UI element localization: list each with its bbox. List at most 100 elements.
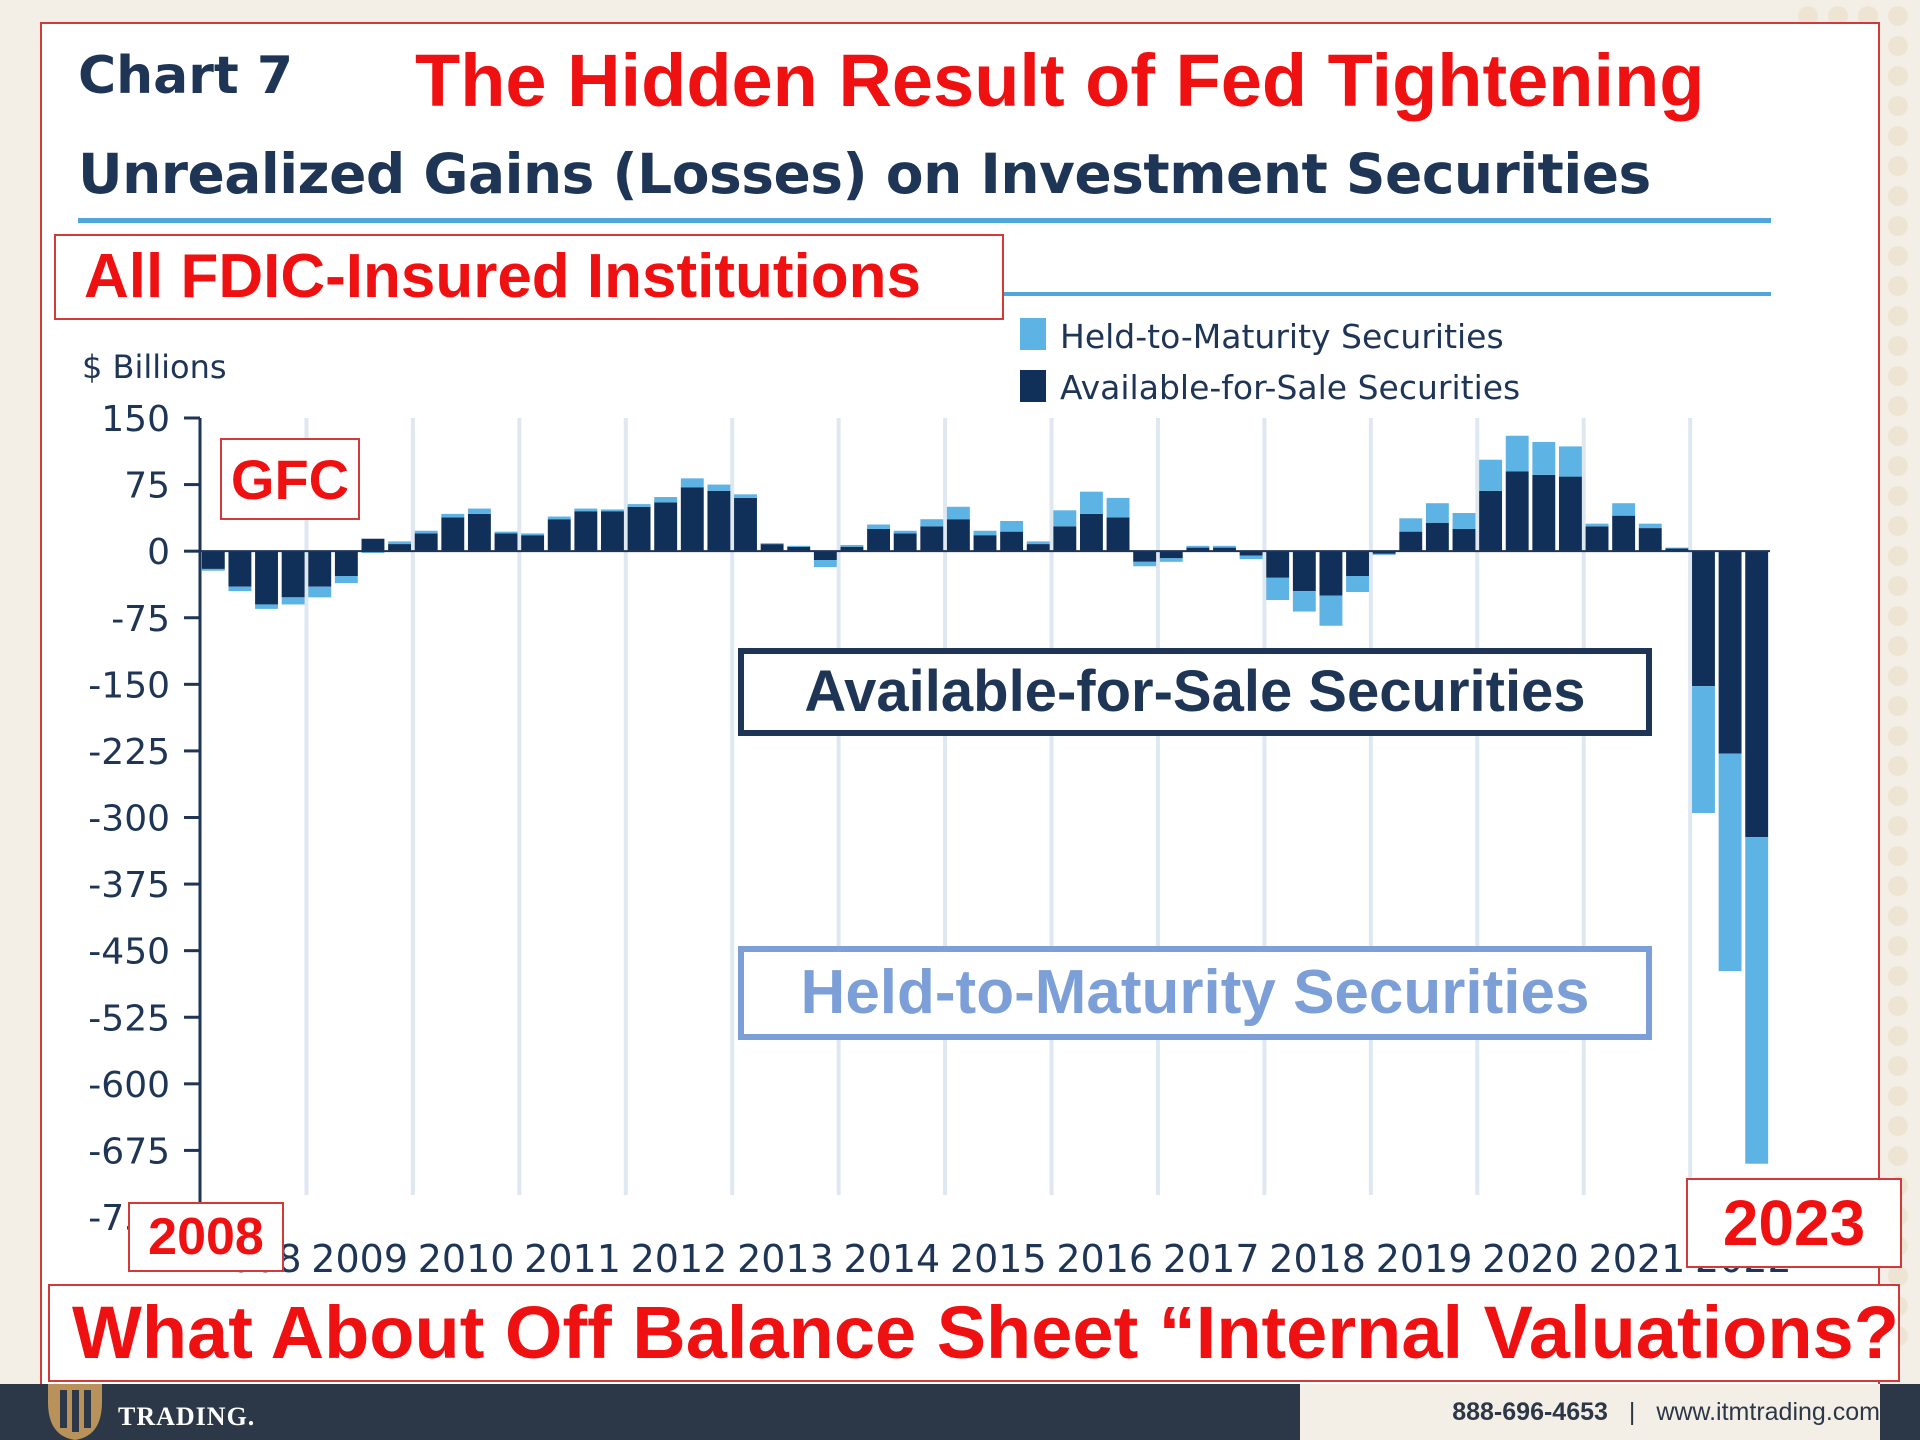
headline: The Hidden Result of Fed Tightening — [415, 39, 1705, 122]
bar-available-for-sale — [734, 497, 757, 552]
bar-held-to-maturity — [1159, 558, 1183, 562]
bar-held-to-maturity — [308, 586, 332, 598]
bar-available-for-sale — [1612, 515, 1636, 552]
footer-bar: TRADING. 888-696-4653 | www.itmtrading.c… — [0, 1384, 1920, 1440]
x-tick-label: 2009 — [311, 1237, 408, 1281]
bar-available-for-sale — [1292, 551, 1316, 592]
bar-available-for-sale — [760, 544, 784, 552]
bar-available-for-sale — [1000, 531, 1024, 552]
bar-available-for-sale — [1452, 528, 1476, 552]
bar-held-to-maturity — [1319, 595, 1343, 626]
background-dot — [1888, 156, 1908, 176]
bar-available-for-sale — [1372, 551, 1396, 554]
y-tick-label: 150 — [101, 399, 170, 440]
bar-held-to-maturity — [441, 513, 465, 518]
bar-available-for-sale — [920, 526, 944, 552]
bar-held-to-maturity — [1638, 523, 1662, 529]
bar-held-to-maturity — [574, 508, 598, 512]
background-dot — [1888, 246, 1908, 266]
y-axis-label: $ Billions — [82, 348, 227, 386]
bar-held-to-maturity — [1452, 512, 1476, 529]
bar-available-for-sale — [1638, 528, 1662, 552]
legend-swatch-available-for-sale — [1020, 370, 1046, 402]
bar-held-to-maturity — [627, 504, 651, 507]
bar-held-to-maturity — [228, 586, 252, 592]
bar-held-to-maturity — [973, 530, 997, 536]
bar-held-to-maturity — [867, 524, 891, 529]
website-link[interactable]: www.itmtrading.com — [1656, 1398, 1880, 1426]
bar-available-for-sale — [441, 517, 465, 552]
start-year-label: 2008 — [128, 1202, 284, 1272]
bar-available-for-sale — [281, 551, 305, 598]
bar-available-for-sale — [654, 502, 678, 552]
y-tick-label: -675 — [88, 1131, 170, 1172]
bar-available-for-sale — [334, 551, 358, 577]
bar-available-for-sale — [707, 490, 731, 552]
bar-available-for-sale — [1665, 548, 1689, 552]
bar-held-to-maturity — [547, 516, 571, 520]
background-dot — [1888, 1266, 1908, 1286]
bar-available-for-sale — [867, 528, 891, 552]
y-tick-label: -450 — [88, 932, 170, 973]
bar-held-to-maturity — [1558, 446, 1582, 477]
bar-held-to-maturity — [1266, 577, 1290, 600]
background-dot — [1888, 1146, 1908, 1166]
bar-available-for-sale — [787, 546, 811, 552]
bar-held-to-maturity — [1292, 591, 1316, 612]
bar-available-for-sale — [414, 533, 438, 552]
x-tick-label: 2012 — [631, 1237, 728, 1281]
institutions-label: All FDIC-Insured Institutions — [54, 234, 1004, 320]
bar-available-for-sale — [840, 546, 864, 552]
bar-held-to-maturity — [707, 484, 731, 491]
x-tick-label: 2011 — [524, 1237, 621, 1281]
bar-available-for-sale — [680, 487, 704, 552]
x-tick-label: 2010 — [418, 1237, 515, 1281]
bar-held-to-maturity — [1718, 753, 1742, 972]
bar-held-to-maturity — [1532, 441, 1556, 475]
bar-held-to-maturity — [1000, 520, 1024, 532]
y-tick-label: -600 — [88, 1065, 170, 1106]
background-dot — [1888, 786, 1908, 806]
bar-available-for-sale — [973, 535, 997, 552]
bar-held-to-maturity — [946, 506, 970, 520]
bar-available-for-sale — [388, 544, 412, 552]
y-tick-label: -75 — [111, 599, 170, 640]
bar-available-for-sale — [1346, 551, 1369, 577]
bar-available-for-sale — [1159, 551, 1183, 559]
bar-held-to-maturity — [521, 533, 545, 536]
background-dot — [1888, 486, 1908, 506]
background-dot — [1888, 936, 1908, 956]
bar-held-to-maturity — [1692, 686, 1715, 814]
background-dot — [1798, 6, 1818, 26]
x-tick-label: 2013 — [737, 1237, 834, 1281]
background-dot — [1888, 606, 1908, 626]
legend: Held-to-Maturity Securities Available-fo… — [1020, 317, 1520, 407]
bar-chart: 2008 200920102011201220132014201520162017… — [82, 317, 1792, 1281]
bar-available-for-sale — [1399, 531, 1423, 552]
bar-held-to-maturity — [654, 497, 678, 503]
bar-available-for-sale — [627, 506, 651, 552]
bar-held-to-maturity — [1133, 561, 1157, 567]
phone-number: 888-696-4653 — [1452, 1398, 1608, 1426]
bar-available-for-sale — [308, 551, 332, 587]
background-dot — [1888, 6, 1908, 26]
bar-available-for-sale — [547, 519, 571, 552]
background-dot — [1888, 516, 1908, 536]
bar-held-to-maturity — [840, 544, 864, 547]
bar-held-to-maturity — [893, 530, 917, 534]
chart-number-label: Chart 7 — [78, 46, 294, 106]
bar-held-to-maturity — [1213, 545, 1236, 548]
bar-available-for-sale — [1106, 517, 1130, 552]
bar-available-for-sale — [361, 538, 385, 552]
bar-held-to-maturity — [414, 530, 438, 534]
bar-held-to-maturity — [1346, 576, 1369, 593]
bar-held-to-maturity — [201, 568, 225, 571]
bar-available-for-sale — [521, 535, 545, 552]
bar-available-for-sale — [201, 551, 225, 569]
bar-available-for-sale — [1585, 526, 1609, 552]
background-dot — [1888, 906, 1908, 926]
background-dot — [1888, 96, 1908, 116]
bar-available-for-sale — [467, 513, 491, 552]
logo-icon — [48, 1384, 102, 1440]
available-for-sale-callout: Available-for-Sale Securities — [738, 648, 1652, 736]
